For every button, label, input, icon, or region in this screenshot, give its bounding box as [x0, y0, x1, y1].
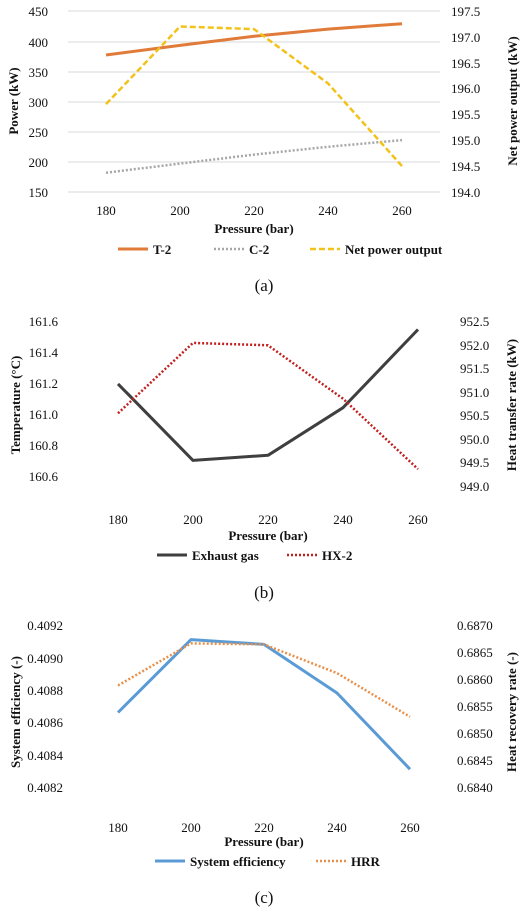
panel-c-x-tick: 260 — [400, 820, 420, 835]
panel-b-right-tick: 952.5 — [460, 314, 489, 329]
panel-a-plot — [105, 22, 403, 174]
panel-a-legend: T-2 C-2 Net power output — [118, 242, 443, 257]
panel-b-right-tick: 949.5 — [460, 455, 489, 470]
panel-b-left-tick: 161.6 — [29, 314, 59, 329]
panel-a-x-tick: 260 — [392, 203, 412, 218]
panel-c-right-axis-title: Heat recovery rate (-) — [504, 652, 519, 772]
panel-a-left-tick: 150 — [29, 185, 49, 200]
legend-label-exhaust-gas: Exhaust gas — [192, 548, 259, 563]
panel-b-left-tick: 161.2 — [29, 376, 58, 391]
panel-c-right-tick: 0.6855 — [457, 699, 493, 714]
panel-b-x-tick: 260 — [408, 512, 428, 527]
panel-b-x-tick: 240 — [333, 512, 353, 527]
system-efficiency-line — [116, 638, 412, 771]
panel-c-label: (c) — [255, 888, 274, 907]
legend-label-t-2: T-2 — [153, 242, 171, 257]
panel-c-right-tick: 0.6850 — [457, 726, 493, 741]
panel-b-right-tick: 950.0 — [460, 432, 489, 447]
panel-b-right-axis-title: Heat transfer rate (kW) — [504, 339, 519, 471]
panel-b-right-tick: 951.0 — [460, 385, 489, 400]
panel-b-right-tick: 952.0 — [460, 338, 489, 353]
panel-a-left-tick: 400 — [29, 35, 49, 50]
panel-a-label: (a) — [255, 276, 274, 295]
panel-a-x-tick: 240 — [318, 203, 338, 218]
panel-a-x-tick: 180 — [96, 203, 116, 218]
panel-a-right-tick: 197.0 — [451, 30, 480, 45]
panel-a-x-tick: 220 — [244, 203, 264, 218]
panel-c-x-tick: 240 — [327, 820, 347, 835]
panel-c: 0.4092 0.4090 0.4088 0.4086 0.4084 0.408… — [8, 618, 519, 907]
panel-a-left-axis-title: Power (kW) — [6, 67, 21, 134]
panel-a-right-tick: 194.5 — [451, 159, 480, 174]
panel-b-left-tick: 160.6 — [29, 469, 59, 484]
panel-b-plot — [116, 328, 420, 471]
panel-c-x-tick: 180 — [108, 820, 128, 835]
panel-a-right-tick: 194.0 — [451, 185, 480, 200]
panel-b-x-tick: 180 — [108, 512, 128, 527]
legend-label-c-2: C-2 — [249, 242, 269, 257]
exhaust-gas-line — [116, 328, 420, 462]
panel-a-right-tick: 197.5 — [451, 4, 480, 19]
panel-c-right-tick: 0.6865 — [457, 645, 493, 660]
panel-a-right-tick: 195.5 — [451, 107, 480, 122]
legend-label-hx-2: HX-2 — [322, 548, 352, 563]
panel-c-x-tick: 220 — [254, 820, 274, 835]
panel-c-left-tick: 0.4092 — [27, 618, 63, 633]
panel-a-left-tick: 350 — [29, 65, 49, 80]
panel-a-right-tick: 196.5 — [451, 56, 480, 71]
panel-b-x-tick: 200 — [183, 512, 203, 527]
panel-b-right-tick: 949.0 — [460, 479, 489, 494]
panel-b-x-tick: 220 — [258, 512, 278, 527]
hrr-line — [117, 642, 411, 718]
net-power-output-line — [105, 25, 403, 167]
panel-b-right-tick: 951.5 — [460, 361, 489, 376]
hx-2-line — [117, 341, 419, 471]
panel-a-right-axis-title: Net power output (kW) — [505, 36, 520, 165]
panel-c-left-tick: 0.4090 — [27, 651, 63, 666]
panel-b-left-axis-title: Temperature (°C) — [8, 356, 23, 455]
panel-a-x-tick: 200 — [170, 203, 190, 218]
panel-a-left-tick: 200 — [29, 155, 49, 170]
panel-c-left-tick: 0.4084 — [27, 748, 63, 763]
panel-c-right-tick: 0.6860 — [457, 672, 493, 687]
panel-a-right-tick: 196.0 — [451, 81, 480, 96]
panel-c-left-axis-title: System efficiency (-) — [8, 656, 23, 768]
panel-c-x-axis-title: Pressure (bar) — [224, 834, 303, 849]
legend-label-net-power-output: Net power output — [345, 242, 443, 257]
panel-b-label: (b) — [254, 583, 274, 602]
panel-a-x-axis-title: Pressure (bar) — [214, 221, 293, 236]
panel-c-right-tick: 0.6840 — [457, 780, 493, 795]
panel-b-right-tick: 950.5 — [460, 408, 489, 423]
panel-b-legend: Exhaust gas HX-2 — [157, 548, 352, 563]
panel-c-x-tick: 200 — [181, 820, 201, 835]
panel-b: 161.6 161.4 161.2 161.0 160.8 160.6 952.… — [8, 314, 519, 602]
panel-c-plot — [116, 638, 412, 771]
panel-b-left-tick: 161.0 — [29, 407, 58, 422]
panel-a-right-tick: 195.0 — [451, 133, 480, 148]
panel-a-left-tick: 300 — [29, 95, 49, 110]
panel-b-left-tick: 160.8 — [29, 438, 58, 453]
panel-c-left-tick: 0.4088 — [27, 683, 63, 698]
c-2-line — [105, 138, 403, 174]
panel-c-left-tick: 0.4086 — [27, 715, 63, 730]
t-2-line — [105, 22, 403, 57]
panel-c-legend: System efficiency HRR — [155, 854, 381, 869]
legend-label-system-efficiency: System efficiency — [190, 854, 286, 869]
panel-b-left-tick: 161.4 — [29, 345, 59, 360]
panel-c-right-tick: 0.6870 — [457, 618, 493, 633]
panel-b-x-axis-title: Pressure (bar) — [228, 528, 307, 543]
panel-a-left-tick: 450 — [29, 4, 49, 19]
panel-c-left-tick: 0.4082 — [27, 780, 63, 795]
panel-a-left-tick: 250 — [29, 125, 49, 140]
panel-c-right-tick: 0.6845 — [457, 753, 493, 768]
panel-a: 450 400 350 300 250 200 150 197.5 197.0 … — [6, 4, 520, 295]
legend-label-hrr: HRR — [351, 854, 381, 869]
